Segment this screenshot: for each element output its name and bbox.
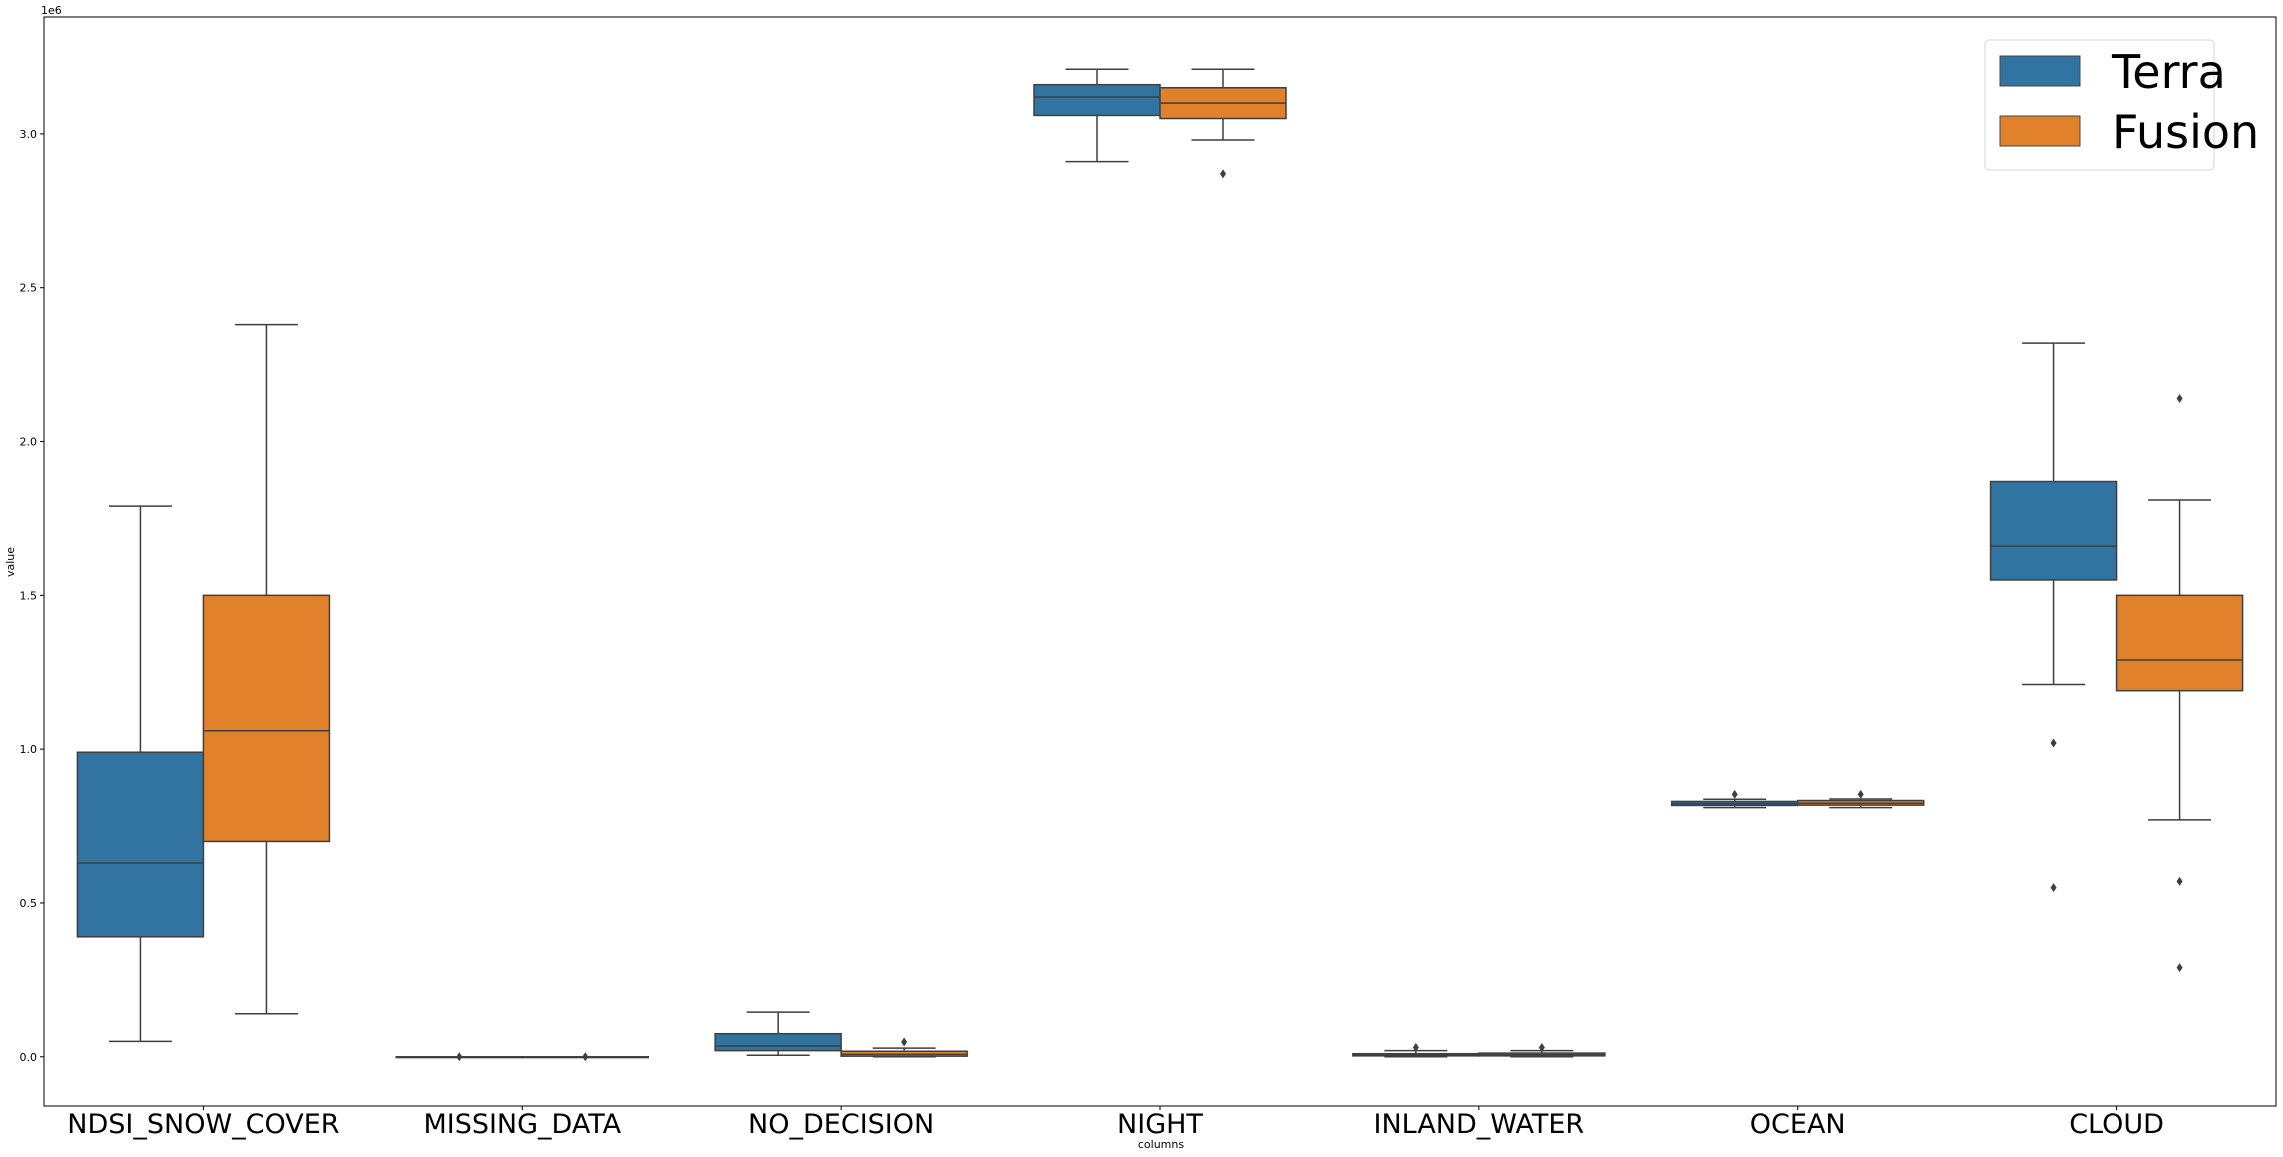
outlier-point [2176,963,2183,973]
plot-frame [43,16,2277,1107]
iqr-box [76,751,205,938]
outlier-point [2176,876,2183,886]
y-ticks: 0.0 0.5 1.0 1.5 2.0 2.5 3.0 [20,128,44,1064]
iqr-box [202,594,331,843]
outlier-point [1731,789,1738,799]
y-tick-label: 0.5 [20,897,38,910]
legend: Terra Fusion [1984,39,2259,171]
y-offset-label: 1e6 [41,4,62,17]
outlier-point [1538,1043,1545,1053]
box-terra-no-decision [714,1011,842,1056]
legend-swatch-terra [1999,55,2081,87]
box-terra-night [1033,68,1161,163]
outlier-point [2176,393,2183,403]
y-axis-label: value [4,547,17,577]
box-terra-inland-water [1352,1043,1480,1058]
legend-label-terra: Terra [2111,45,2226,99]
x-tick-label-inland-water: INLAND_WATER [1374,1109,1585,1140]
x-tick-label-ocean: OCEAN [1750,1109,1846,1140]
iqr-box [2115,594,2244,692]
box-fusion-night [1159,68,1287,179]
outlier-point [2050,883,2057,893]
x-tick-label-missing-data: MISSING_DATA [423,1109,621,1140]
y-tick-label: 2.5 [20,282,38,295]
y-tick-label: 3.0 [20,128,38,141]
iqr-box [1033,83,1161,117]
y-tick-label: 1.0 [20,743,38,756]
box-terra-ocean [1670,789,1799,809]
y-tick-label: 2.0 [20,436,38,449]
legend-label-fusion: Fusion [2112,105,2259,159]
box-fusion-cloud [2115,393,2244,973]
outlier-point [456,1052,463,1062]
box-terra-ndsi-snow-cover [76,505,205,1043]
outlier-point [1857,789,1864,799]
outlier-point [1412,1043,1419,1053]
box-fusion-inland-water [1478,1043,1606,1058]
x-axis-label: columns [1138,1138,1184,1151]
x-tick-label-cloud: CLOUD [2069,1109,2164,1140]
iqr-box [714,1032,842,1052]
x-tick-label-night: NIGHT [1117,1109,1203,1140]
box-terra-cloud [1989,342,2118,893]
outlier-point [582,1052,589,1062]
x-ticks: NDSI_SNOW_COVER MISSING_DATA NO_DECISION NI… [67,1106,2164,1140]
iqr-box [1989,480,2118,581]
box-fusion-ndsi-snow-cover [202,323,331,1015]
box-terra-missing-data [395,1052,524,1062]
x-tick-label-no-decision: NO_DECISION [748,1109,934,1140]
y-tick-label: 0.0 [20,1051,38,1064]
y-tick-label: 1.5 [20,589,38,602]
box-fusion-no-decision [840,1037,968,1058]
outlier-point [2050,738,2057,748]
boxes [76,68,2244,1062]
x-tick-label-ndsi-snow-cover: NDSI_SNOW_COVER [67,1109,339,1140]
outlier-point [901,1037,908,1047]
box-fusion-ocean [1796,789,1925,809]
box-fusion-missing-data [521,1052,650,1062]
outlier-point [1220,169,1226,179]
legend-swatch-fusion [1999,115,2081,147]
